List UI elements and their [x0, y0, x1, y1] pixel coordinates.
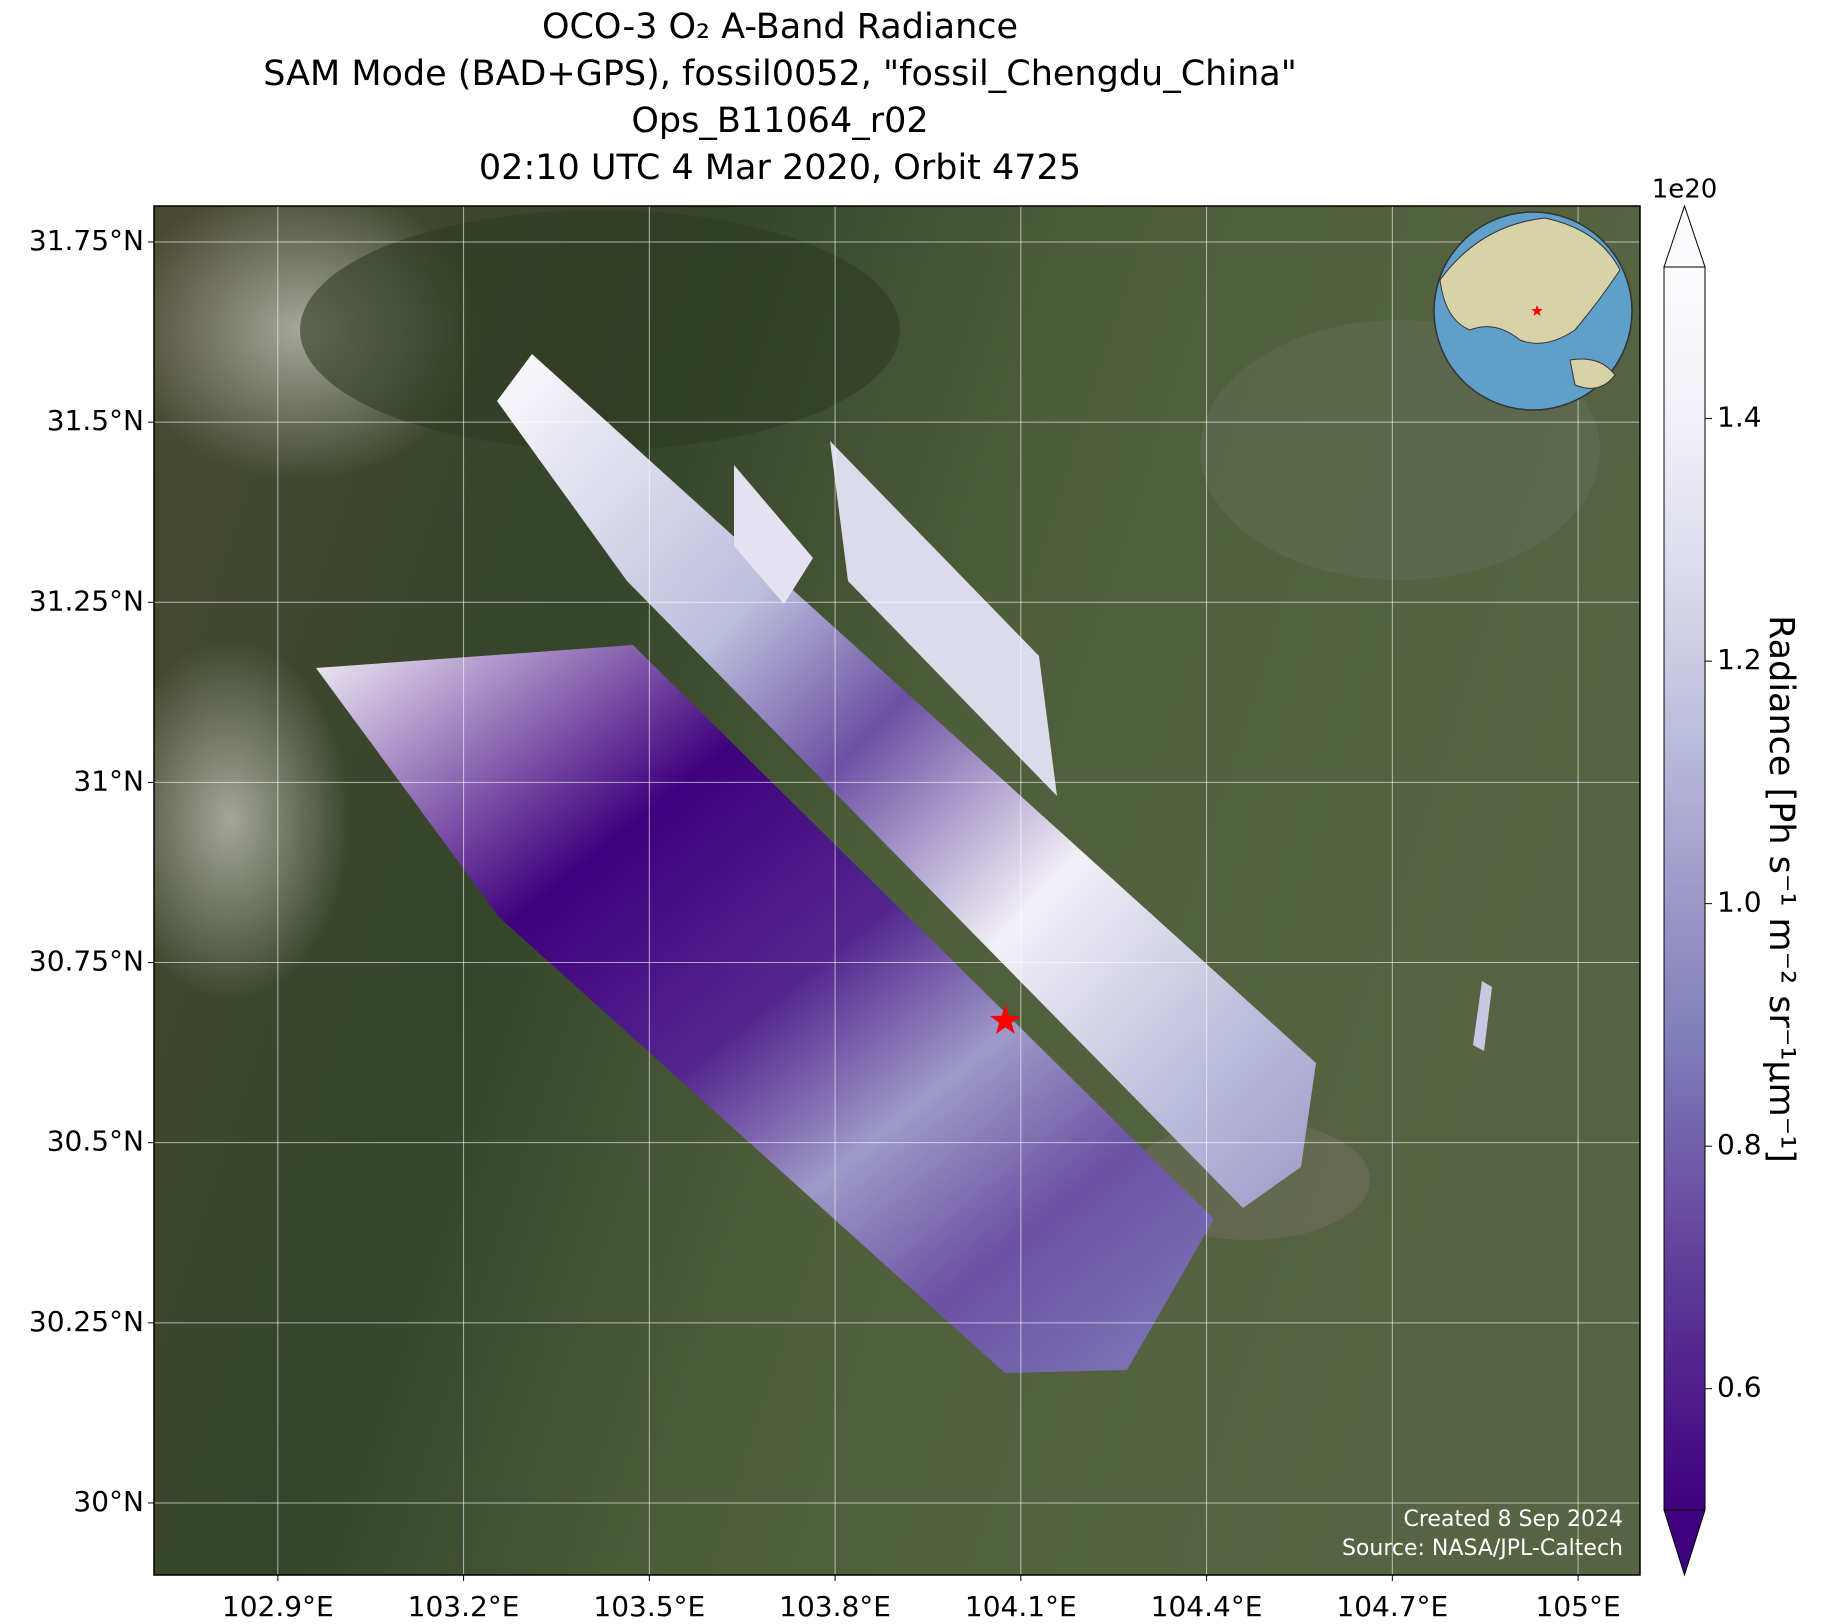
chart-title: 02:10 UTC 4 Mar 2020, Orbit 4725	[479, 148, 1081, 188]
swaths	[316, 354, 1492, 1373]
basemap	[154, 206, 1640, 1575]
chart-title: OCO-3 O₂ A-Band Radiance	[542, 7, 1018, 47]
site-marker	[990, 1004, 1021, 1034]
colorbar-extend-max	[1663, 204, 1706, 268]
y-tick-label: 30°N	[73, 1485, 144, 1518]
credit-line: Created 8 Sep 2024	[1404, 1507, 1624, 1532]
chart-title: Ops_B11064_r02	[631, 101, 928, 141]
y-tick-label: 30.75°N	[29, 945, 144, 978]
grid	[154, 206, 1640, 1575]
colorbar-tick-label: 1.2	[1717, 643, 1762, 676]
globe-marker	[1531, 305, 1543, 316]
y-tick-label: 30.25°N	[29, 1305, 144, 1338]
y-tick-label: 31°N	[73, 764, 144, 797]
y-tick-label: 30.5°N	[47, 1125, 144, 1158]
x-tick-label: 104.7°E	[1336, 1590, 1448, 1623]
y-tick-label: 31.5°N	[47, 404, 144, 437]
colorbar-label: Radiance [Ph s⁻¹ m⁻² sr⁻¹μm⁻¹]	[1761, 615, 1801, 1163]
globe-inset	[1433, 211, 1633, 411]
colorbar-tick-label: 1.4	[1717, 401, 1762, 434]
map-frame	[153, 205, 1641, 1576]
x-tick-label: 103.2°E	[408, 1590, 520, 1623]
x-tick-label: 102.9°E	[222, 1590, 334, 1623]
credits: Created 8 Sep 2024 Source: NASA/JPL-Calt…	[1342, 1507, 1623, 1561]
x-tick-label: 104.4°E	[1151, 1590, 1263, 1623]
x-tick-label: 103.5°E	[593, 1590, 705, 1623]
colorbar-tick-label: 0.8	[1717, 1128, 1762, 1161]
x-tick-label: 103.8°E	[779, 1590, 891, 1623]
x-tick-label: 105°E	[1536, 1590, 1621, 1623]
credit-line: Source: NASA/JPL-Caltech	[1342, 1536, 1623, 1561]
colorbar-offset: 1e20	[1652, 175, 1718, 205]
colorbar-extend-min	[1663, 1509, 1706, 1577]
colorbar: 0.6 0.8 1.0 1.2 1.4 1e20 Radiance [Ph s⁻¹ m⁻² …	[1652, 175, 1801, 1577]
colorbar-tick-label: 1.0	[1717, 886, 1762, 919]
colorbar-scale	[1663, 266, 1706, 1511]
x-tick-label: 104.1°E	[965, 1590, 1077, 1623]
colorbar-tick-label: 0.6	[1717, 1371, 1762, 1404]
chart-title: SAM Mode (BAD+GPS), fossil0052, "fossil_…	[263, 54, 1297, 94]
y-tick-label: 31.25°N	[29, 584, 144, 617]
axes: 102.9°E 103.2°E 103.5°E 103.8°E 104.1°E 104.4…	[29, 224, 1621, 1623]
y-tick-label: 31.75°N	[29, 224, 144, 257]
